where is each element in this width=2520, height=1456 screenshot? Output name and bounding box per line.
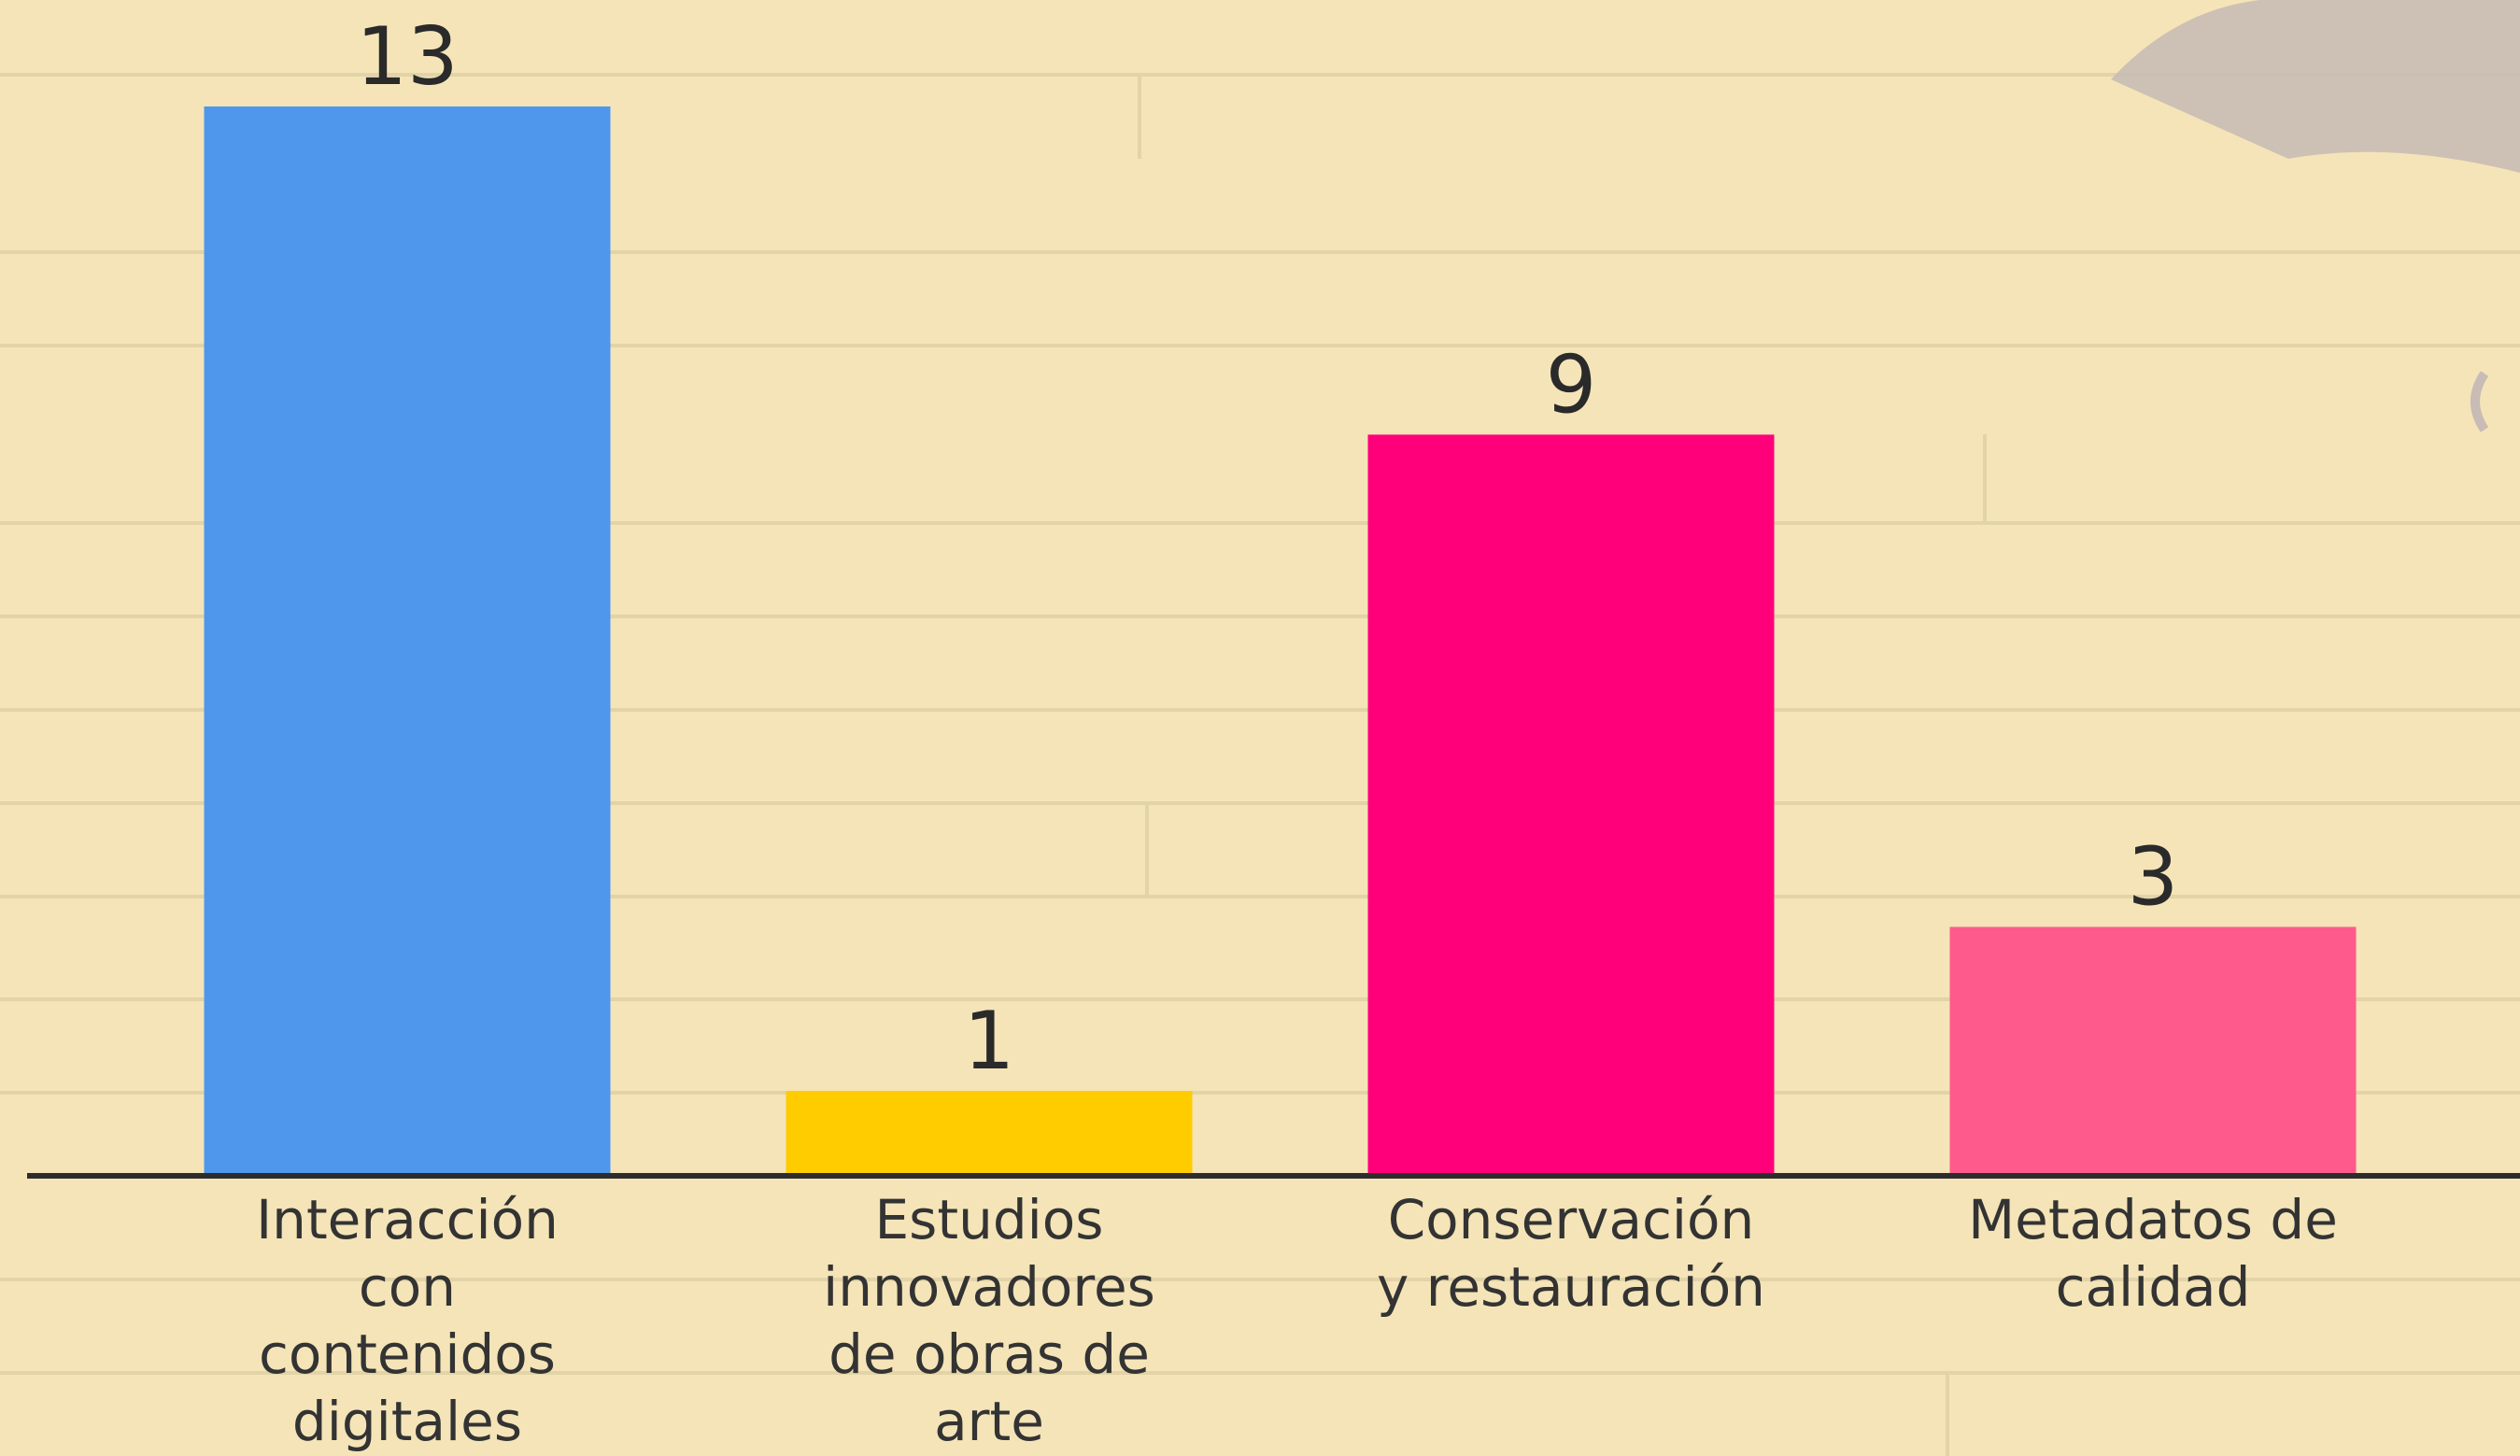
bar (1367, 434, 1775, 1173)
x-tick-label: Interacción con contenidos digitales (256, 1188, 559, 1453)
bar (204, 106, 611, 1173)
value-label: 13 (356, 10, 458, 104)
x-tick-label: Conservación y restauración (1377, 1188, 1765, 1319)
umbrella-decoration (2111, 0, 2520, 173)
x-tick-label: Estudios innovadores de obras de arte (823, 1188, 1155, 1453)
value-label: 1 (964, 995, 1015, 1088)
bar (1949, 926, 2357, 1173)
decoration (2470, 371, 2489, 432)
bar (786, 1091, 1193, 1173)
value-label: 3 (2128, 830, 2179, 924)
plot: 13 1 9 3 (204, 10, 2357, 1173)
value-label: 9 (1546, 338, 1597, 431)
x-tick-label: Metadatos de calidad (1968, 1188, 2338, 1319)
